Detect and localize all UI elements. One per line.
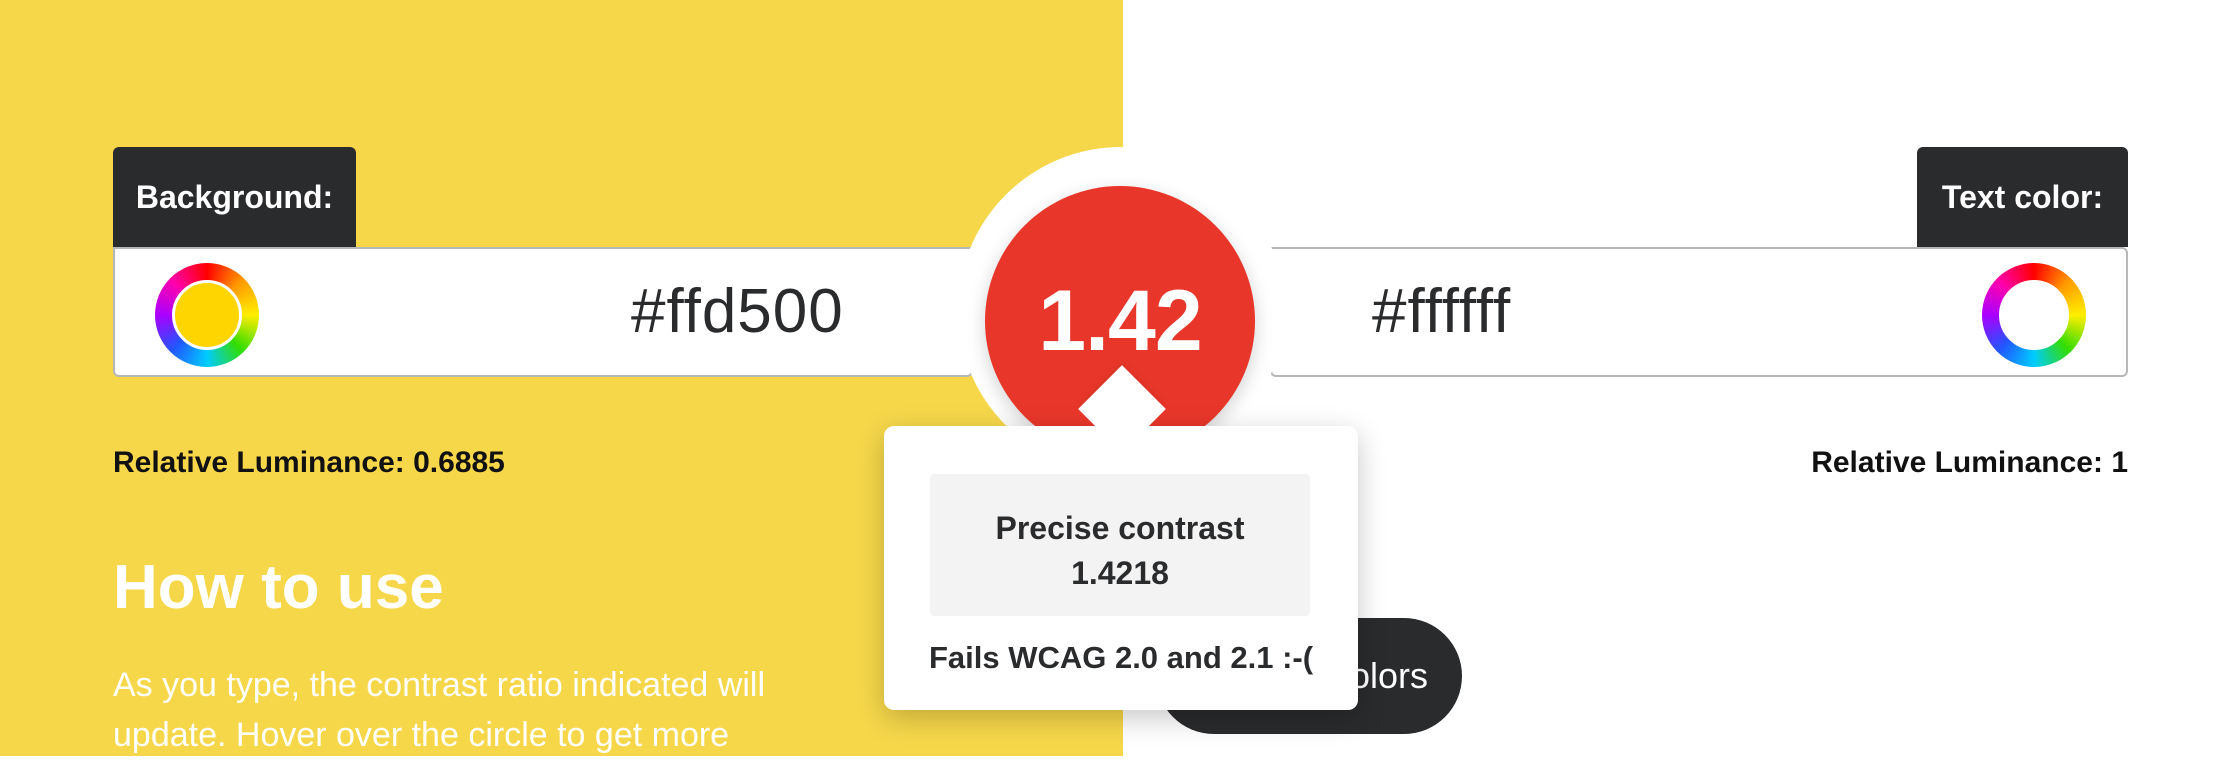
background-label: Background: bbox=[113, 147, 356, 247]
contrast-popover: Precise contrast 1.4218 Fails WCAG 2.0 a… bbox=[884, 426, 1358, 710]
text-color-label-text: Text color: bbox=[1941, 178, 2104, 215]
background-luminance-value: 0.6885 bbox=[413, 446, 505, 479]
text-color-label: Text color: bbox=[1917, 147, 2128, 247]
how-to-use-text: As you type, the contrast ratio indicate… bbox=[113, 666, 765, 754]
text-color-field[interactable]: #ffffff bbox=[1270, 247, 2128, 377]
precise-contrast-box: Precise contrast 1.4218 bbox=[930, 474, 1310, 616]
background-luminance: Relative Luminance: 0.6885 bbox=[113, 446, 505, 480]
text-color-swatch bbox=[1999, 280, 2069, 350]
swap-colors-label: olors bbox=[1349, 655, 1428, 696]
precise-contrast-value: 1.4218 bbox=[1071, 555, 1169, 591]
precise-contrast-label: Precise contrast bbox=[995, 510, 1245, 546]
text-color-luminance-label: Relative Luminance: bbox=[1811, 446, 2103, 479]
background-luminance-label: Relative Luminance: bbox=[113, 446, 405, 479]
how-to-use-heading: How to use bbox=[113, 553, 444, 622]
background-color-field[interactable]: #ffd500 bbox=[113, 247, 973, 377]
background-color-input[interactable]: #ffd500 bbox=[631, 277, 844, 346]
color-wheel-icon[interactable] bbox=[1982, 263, 2086, 367]
background-label-text: Background: bbox=[135, 178, 334, 215]
contrast-ratio-value: 1.42 bbox=[1038, 272, 1202, 369]
color-wheel-icon[interactable] bbox=[155, 263, 259, 367]
contrast-ratio-circle[interactable]: 1.42 bbox=[985, 186, 1255, 456]
text-color-luminance: Relative Luminance: 1 bbox=[1811, 446, 2128, 480]
background-swatch bbox=[172, 280, 242, 350]
text-color-luminance-value: 1 bbox=[2111, 446, 2128, 479]
wcag-result-text: Fails WCAG 2.0 and 2.1 :-( bbox=[928, 640, 1314, 675]
text-color-input[interactable]: #ffffff bbox=[1372, 277, 1512, 346]
